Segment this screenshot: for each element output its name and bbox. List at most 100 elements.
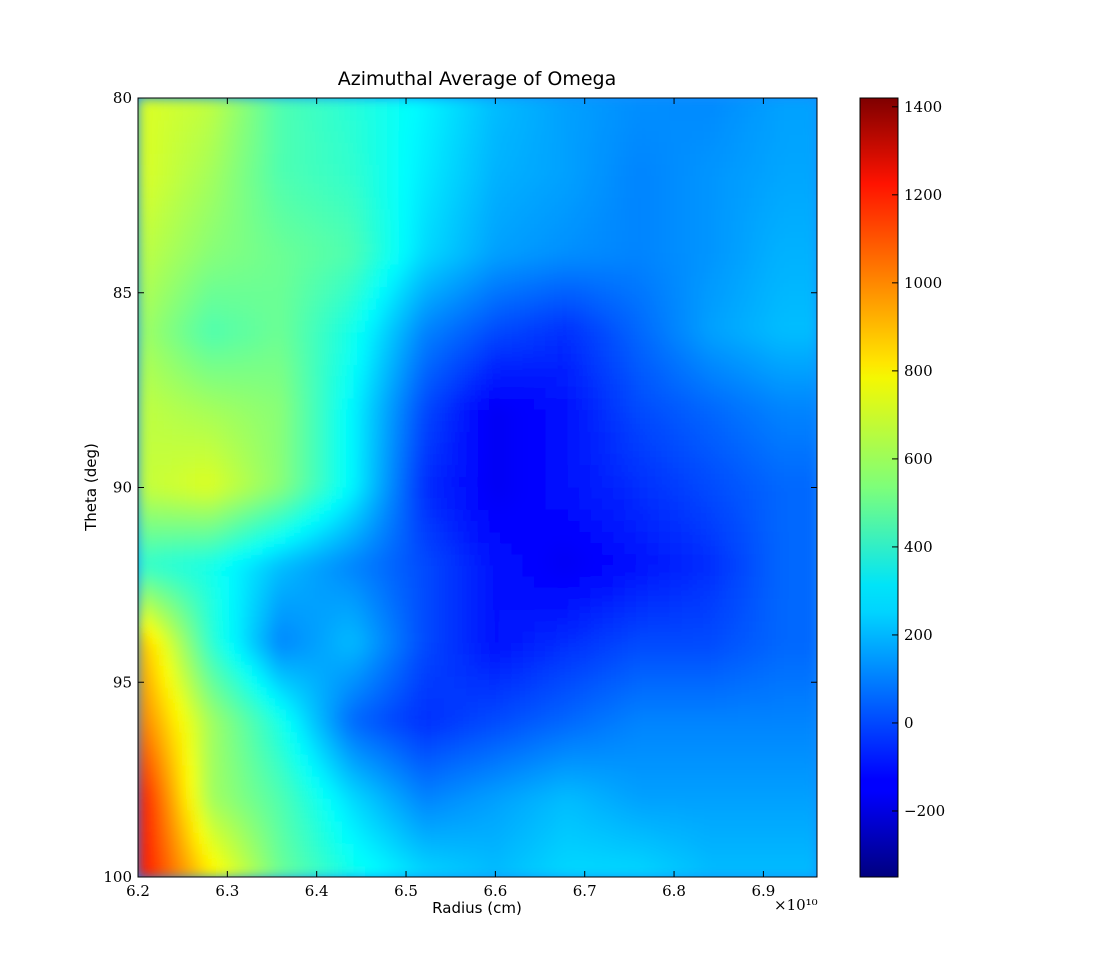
heatmap-cell bbox=[760, 309, 773, 322]
heatmap-cell bbox=[217, 732, 230, 745]
heatmap-cell bbox=[624, 309, 637, 322]
heatmap-cell bbox=[307, 476, 321, 489]
heatmap-cell bbox=[749, 465, 762, 478]
heatmap-cell bbox=[579, 654, 592, 667]
heatmap-cell bbox=[488, 509, 502, 522]
heatmap-cell bbox=[364, 98, 377, 111]
heatmap-cell bbox=[624, 609, 637, 623]
heatmap-cell bbox=[794, 409, 807, 422]
heatmap-cell bbox=[239, 476, 253, 489]
heatmap-cell bbox=[432, 520, 445, 534]
heatmap-cell bbox=[692, 431, 705, 444]
heatmap-cell bbox=[545, 643, 558, 656]
heatmap-cell bbox=[635, 765, 649, 778]
heatmap-cell bbox=[205, 665, 219, 678]
heatmap-cell bbox=[364, 676, 377, 689]
heatmap-cell bbox=[409, 198, 422, 211]
heatmap-cell bbox=[420, 621, 434, 634]
heatmap-cell bbox=[681, 665, 694, 678]
heatmap-cell bbox=[703, 420, 717, 433]
heatmap-cell bbox=[579, 298, 592, 311]
heatmap-cell bbox=[500, 387, 513, 400]
heatmap-cell bbox=[545, 698, 558, 712]
heatmap-cell bbox=[681, 698, 694, 712]
heatmap-cell bbox=[217, 353, 230, 367]
heatmap-cell bbox=[477, 487, 490, 500]
heatmap-cell bbox=[703, 442, 717, 456]
y-tick-label: 90 bbox=[113, 479, 132, 497]
heatmap-cell bbox=[466, 632, 479, 645]
heatmap-cell bbox=[307, 621, 321, 634]
heatmap-cell bbox=[420, 665, 434, 678]
heatmap-cell bbox=[488, 565, 502, 578]
heatmap-cell bbox=[737, 387, 751, 400]
heatmap-cell bbox=[443, 365, 456, 378]
heatmap-cell bbox=[386, 98, 400, 111]
heatmap-cell bbox=[296, 721, 309, 734]
heatmap-cell bbox=[760, 543, 773, 556]
heatmap-cell bbox=[228, 365, 241, 378]
heatmap-cell bbox=[783, 543, 796, 556]
heatmap-cell bbox=[409, 353, 422, 367]
heatmap-cell bbox=[500, 487, 513, 500]
heatmap-cell bbox=[138, 454, 151, 467]
heatmap-cell bbox=[398, 131, 411, 144]
heatmap-cell bbox=[534, 520, 547, 534]
heatmap-cell bbox=[500, 632, 513, 645]
heatmap-cell bbox=[375, 120, 388, 133]
heatmap-cell bbox=[488, 331, 502, 344]
heatmap-cell bbox=[568, 442, 581, 456]
heatmap-cell bbox=[183, 431, 196, 444]
heatmap-cell bbox=[692, 643, 705, 656]
heatmap-cell bbox=[545, 776, 558, 789]
heatmap-cell bbox=[341, 454, 355, 467]
heatmap-cell bbox=[522, 743, 536, 756]
heatmap-cell bbox=[138, 843, 151, 856]
heatmap-cell bbox=[228, 576, 241, 589]
heatmap-cell bbox=[228, 220, 241, 233]
heatmap-cell bbox=[726, 498, 739, 511]
heatmap-cell bbox=[375, 554, 388, 567]
heatmap-cell bbox=[477, 799, 490, 812]
heatmap-cell bbox=[590, 787, 603, 801]
heatmap-cell bbox=[613, 376, 626, 389]
heatmap-cell bbox=[364, 587, 377, 600]
heatmap-cell bbox=[398, 687, 411, 700]
heatmap-cell bbox=[715, 776, 728, 789]
heatmap-cell bbox=[794, 810, 807, 823]
heatmap-cell bbox=[228, 743, 241, 756]
heatmap-cell bbox=[635, 331, 649, 344]
heatmap-cell bbox=[703, 142, 717, 155]
heatmap-cell bbox=[341, 153, 355, 166]
heatmap-cell bbox=[341, 799, 355, 812]
heatmap-cell bbox=[726, 420, 739, 433]
heatmap-cell bbox=[273, 554, 287, 567]
heatmap-cell bbox=[262, 276, 275, 289]
heatmap-cell bbox=[217, 832, 230, 845]
heatmap-cell bbox=[386, 287, 400, 300]
heatmap-cell bbox=[771, 632, 785, 645]
heatmap-cell bbox=[534, 799, 547, 812]
heatmap-cell bbox=[251, 476, 264, 489]
heatmap-cell bbox=[692, 331, 705, 344]
heatmap-cell bbox=[353, 632, 366, 645]
heatmap-cell bbox=[319, 253, 332, 266]
heatmap-cell bbox=[285, 743, 298, 756]
heatmap-cell bbox=[771, 365, 785, 378]
heatmap-cell bbox=[149, 776, 162, 789]
heatmap-cell bbox=[160, 532, 173, 545]
heatmap-cell bbox=[500, 732, 513, 745]
heatmap-cell bbox=[319, 698, 332, 712]
heatmap-cell bbox=[228, 431, 241, 444]
heatmap-cell bbox=[579, 398, 592, 411]
heatmap-cell bbox=[545, 109, 558, 122]
heatmap-cell bbox=[398, 643, 411, 656]
heatmap-cell bbox=[737, 698, 751, 712]
heatmap-cell bbox=[545, 231, 558, 244]
heatmap-cell bbox=[669, 654, 683, 667]
heatmap-cell bbox=[454, 109, 468, 122]
heatmap-cell bbox=[160, 409, 173, 422]
heatmap-cell bbox=[624, 175, 637, 189]
heatmap-cell bbox=[273, 787, 287, 801]
heatmap-cell bbox=[500, 654, 513, 667]
